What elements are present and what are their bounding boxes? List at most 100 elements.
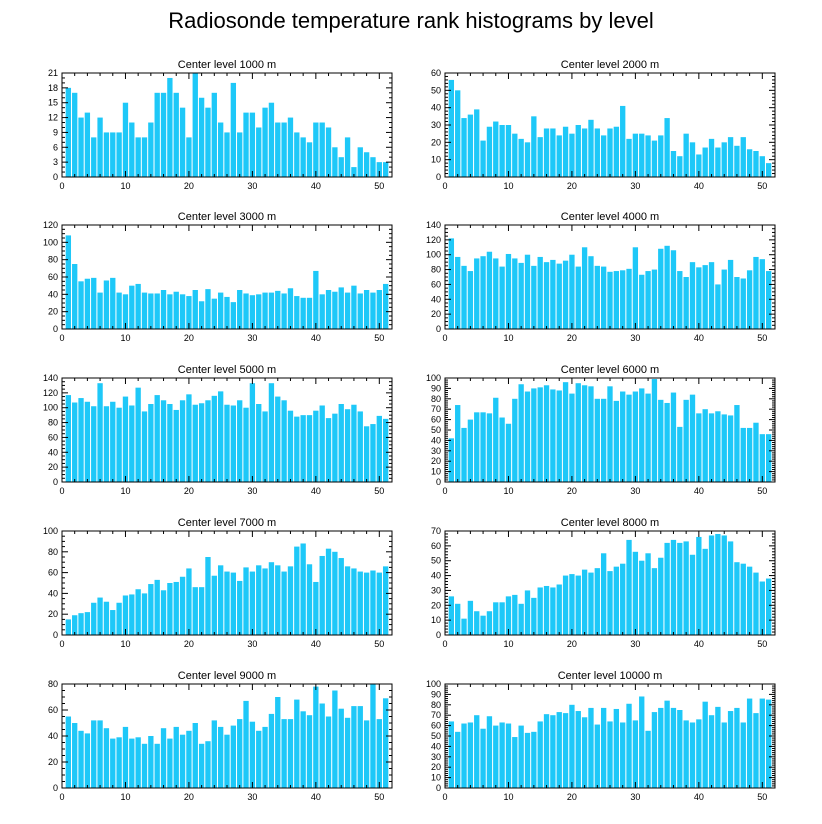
bar [382, 566, 389, 635]
bar [486, 413, 493, 482]
bar [645, 730, 651, 788]
bar [670, 250, 677, 329]
bar [332, 690, 338, 788]
bar [645, 393, 651, 482]
bar [512, 594, 518, 635]
bar [230, 302, 237, 329]
bar [382, 698, 389, 788]
bar [287, 410, 294, 482]
bar [499, 266, 505, 329]
bar [512, 737, 518, 788]
y-tick-label: 20 [48, 307, 58, 317]
bar [727, 137, 734, 177]
y-tick-label: 0 [436, 324, 441, 334]
x-tick-label: 50 [757, 333, 767, 343]
bar [211, 720, 217, 788]
bar [537, 721, 543, 788]
y-tick-label: 10 [431, 615, 441, 625]
bar [332, 291, 338, 329]
bar [518, 725, 524, 788]
bar [230, 725, 237, 788]
bar [237, 132, 243, 177]
bar [370, 424, 376, 482]
y-tick-label: 50 [431, 425, 441, 435]
bar [72, 723, 78, 788]
bar [727, 415, 734, 482]
bar [65, 395, 72, 482]
bar [632, 133, 639, 177]
bar [746, 698, 753, 788]
y-tick-label: 100 [43, 403, 58, 413]
y-tick-label: 20 [431, 456, 441, 466]
bar [562, 382, 569, 482]
bar [338, 287, 344, 329]
bar [658, 248, 664, 329]
bar [569, 574, 575, 635]
bar [721, 269, 727, 329]
panel-title: Center level 4000 m [561, 211, 659, 223]
bar [562, 126, 569, 177]
histogram-panel: Center level 6000 m0 10 20 30 40 500102030405… [426, 364, 776, 496]
bar [217, 292, 224, 329]
x-tick-label: 0 [59, 639, 64, 649]
bar [740, 137, 746, 177]
x-tick-label: 20 [567, 333, 577, 343]
bar [480, 140, 486, 177]
bar [319, 703, 325, 788]
bar [493, 397, 499, 482]
bar [461, 618, 467, 635]
bar [727, 541, 734, 635]
bar [594, 128, 600, 177]
bar [467, 271, 474, 329]
bar [141, 137, 148, 177]
bar [531, 597, 537, 635]
y-tick-label: 70 [431, 710, 441, 720]
y-tick-label: 6 [53, 142, 58, 152]
bar [135, 387, 141, 482]
bar [110, 132, 116, 177]
bar [294, 296, 300, 329]
bar [632, 391, 639, 482]
bar [167, 583, 173, 635]
bar [179, 576, 186, 635]
bar [135, 283, 141, 329]
y-tick-label: 18 [48, 83, 58, 93]
x-tick-label: 50 [757, 639, 767, 649]
bar [249, 383, 256, 482]
y-tick-label: 60 [431, 415, 441, 425]
histogram-panel: Center level 3000 m 0 10 20 30 40 50 0 20 40 60 80 1… [43, 211, 393, 343]
bar [765, 578, 772, 635]
bar [65, 716, 72, 788]
bar [91, 406, 97, 482]
bar [512, 398, 518, 482]
bar [357, 147, 363, 177]
bar [249, 571, 256, 635]
bar [505, 423, 512, 482]
bar [626, 703, 632, 788]
bar [556, 584, 562, 635]
y-tick-label: 0 [53, 630, 58, 640]
bar [325, 290, 332, 329]
x-tick-label: 10 [503, 486, 513, 496]
bar [306, 415, 313, 482]
x-tick-label: 30 [247, 639, 257, 649]
bar [313, 410, 319, 482]
bar [129, 738, 135, 788]
bar [753, 713, 759, 788]
bar [550, 259, 556, 329]
bar [670, 707, 677, 788]
bar [376, 290, 382, 329]
bar [370, 570, 376, 635]
bar [594, 568, 600, 635]
bar [243, 293, 249, 329]
panel-title: Center level 5000 m [178, 364, 276, 376]
bar [493, 121, 499, 177]
bar [708, 262, 715, 329]
bar [696, 267, 702, 329]
bar [268, 713, 275, 788]
y-tick-label: 20 [48, 462, 58, 472]
bar [192, 290, 198, 329]
bar [148, 736, 154, 788]
bar [677, 426, 683, 482]
bar [382, 162, 389, 177]
